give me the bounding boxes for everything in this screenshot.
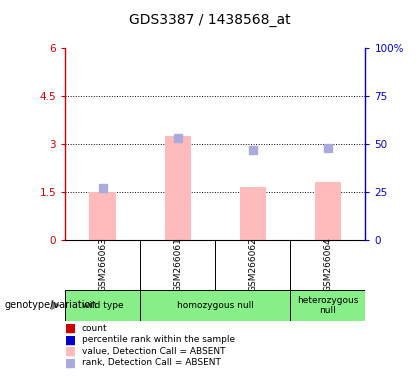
Text: ■: ■ [65,345,76,358]
Point [99,185,106,191]
Bar [165,136,191,240]
Text: genotype/variation: genotype/variation [4,300,97,310]
Text: ■: ■ [65,322,76,335]
Text: percentile rank within the sample: percentile rank within the sample [82,335,235,344]
Bar [65,290,140,321]
Text: wild type: wild type [82,301,123,310]
Text: ■: ■ [65,356,76,369]
Point [174,135,181,141]
Text: GSM266062: GSM266062 [248,238,257,292]
Text: heterozygous
null: heterozygous null [297,296,359,315]
Bar [290,290,365,321]
Text: homozygous null: homozygous null [177,301,254,310]
Text: GSM266064: GSM266064 [323,238,332,292]
Bar [240,187,266,240]
Point [249,147,256,153]
Polygon shape [51,300,61,310]
Point [325,145,331,151]
Text: GDS3387 / 1438568_at: GDS3387 / 1438568_at [129,13,291,27]
Text: rank, Detection Call = ABSENT: rank, Detection Call = ABSENT [82,358,221,367]
Text: value, Detection Call = ABSENT: value, Detection Call = ABSENT [82,347,226,356]
Text: count: count [82,324,108,333]
Text: ■: ■ [65,333,76,346]
Bar [315,182,341,240]
Text: GSM266063: GSM266063 [98,238,107,292]
Bar [140,290,290,321]
Bar [89,192,116,240]
Text: GSM266061: GSM266061 [173,238,182,292]
